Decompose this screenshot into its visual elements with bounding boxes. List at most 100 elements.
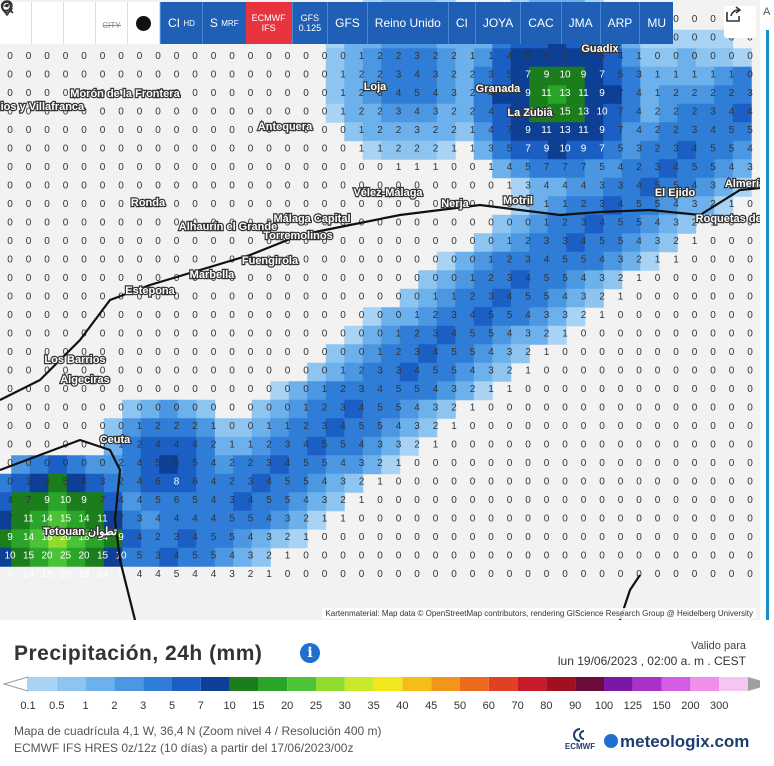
zoom-out-icon[interactable] [0,0,96,44]
model-button-10[interactable]: ARP [599,2,640,44]
rain-value: 0 [285,292,291,303]
rain-cell [66,455,86,475]
rain-value: 0 [340,329,346,340]
rain-value: 0 [562,514,568,525]
model-button-0[interactable]: CI HD [160,2,202,44]
location-pin-icon[interactable] [1,0,64,44]
rain-cell [455,381,475,401]
place-label: Ceuta [100,434,131,446]
rain-value: 2 [377,125,383,136]
rain-value: 0 [44,458,50,469]
rain-value: 5 [488,329,494,340]
rain-value: 0 [747,329,753,340]
rain-cell [0,473,12,493]
rain-cell [399,122,419,142]
rain-cell [270,529,290,549]
rain-cell [159,418,179,438]
rain-cell [251,510,271,530]
rain-value: 1 [396,329,402,340]
rain-cell [621,85,641,105]
rain-cell [547,307,567,327]
rain-value: 7 [507,107,513,118]
rain-value: 4 [525,273,531,284]
model-button-11[interactable]: MU [639,2,673,44]
rain-value: 6 [174,458,180,469]
rain-value: 0 [544,551,550,562]
rain-value: 0 [266,125,272,136]
model-button-3[interactable]: GFS 0.125 [291,2,328,44]
rain-cell [473,307,493,327]
rain-value: 0 [396,255,402,266]
rain-value: 0 [192,310,198,321]
info-icon[interactable]: i [300,643,320,663]
rain-value: 0 [396,569,402,580]
rain-cell [29,455,49,475]
rain-value: 0 [229,273,235,284]
meteologix-logo[interactable]: meteologix.com [604,732,749,752]
rain-value: 0 [433,255,439,266]
rain-value: 0 [26,199,32,210]
dot-icon[interactable] [128,2,160,44]
rain-value: 0 [248,384,254,395]
rain-cell [658,233,678,253]
model-button-7[interactable]: JOYA [474,2,521,44]
model-button-2[interactable]: ECMWF IFS [245,2,292,44]
rain-value: 0 [618,532,624,543]
rain-cell [603,66,623,86]
rain-value: 0 [451,440,457,451]
rain-value: 0 [118,273,124,284]
rain-value: 2 [359,70,365,81]
rain-cell [529,251,549,271]
rain-value: 0 [192,70,198,81]
rain-value: 0 [211,347,217,358]
model-button-1[interactable]: S MRF [201,2,246,44]
rain-value: 0 [322,273,328,284]
city-toggle-button[interactable]: CITY [96,2,128,44]
rain-value: 0 [729,403,735,414]
rain-value: 4 [618,199,624,210]
map-attribution[interactable]: Kartenmaterial: Map data © OpenStreetMap… [322,608,756,619]
rain-cell [658,214,678,234]
rain-value: 0 [285,144,291,155]
rain-value: 1 [470,403,476,414]
rain-value: 0 [63,384,69,395]
rain-value: 0 [100,199,106,210]
model-button-6[interactable]: CI [447,2,475,44]
rain-value: 0 [248,329,254,340]
model-button-8[interactable]: CAC [520,2,561,44]
rain-cell [344,48,364,68]
rain-value: 1 [488,51,494,62]
rain-value: 0 [63,107,69,118]
model-button-5[interactable]: Reino Unido [366,2,448,44]
precipitation-map[interactable]: 0000000000000000000001110000011100000000… [0,0,760,620]
rain-value: 2 [507,366,513,377]
rain-value: 0 [710,440,716,451]
model-button-9[interactable]: JMA [560,2,600,44]
rain-value: 9 [599,125,605,136]
ecmwf-logo[interactable]: ECMWF [560,728,600,751]
rain-value: 0 [192,403,198,414]
rain-value: 5 [137,551,143,562]
rain-value: 4 [581,273,587,284]
rain-cell [714,103,734,123]
rain-cell [640,85,660,105]
rain-value: 0 [118,236,124,247]
rain-cell [362,381,382,401]
rain-cell [214,529,234,549]
share-icon[interactable] [724,6,756,38]
rain-value: 0 [692,292,698,303]
model-button-4[interactable]: GFS [327,2,367,44]
rain-value: 0 [488,440,494,451]
rain-value: 5 [192,458,198,469]
rain-value: 0 [229,144,235,155]
rain-value: 5 [470,347,476,358]
rain-value: 3 [692,125,698,136]
rain-cell [11,547,31,567]
rain-value: 0 [340,310,346,321]
rain-cell [288,436,308,456]
rain-cell [677,29,697,49]
rain-value: 3 [322,421,328,432]
rain-value: 0 [433,514,439,525]
rain-cell [492,344,512,364]
